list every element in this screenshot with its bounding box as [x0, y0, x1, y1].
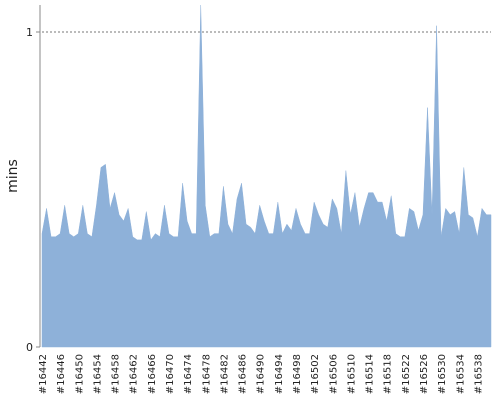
x-tick-label: #16526: [419, 354, 430, 394]
plot-area: [41, 4, 492, 348]
y-tick-label-1: 1: [26, 26, 33, 39]
series-area: [41, 4, 492, 348]
x-tick-label: #16502: [310, 354, 321, 394]
x-tick-label: #16442: [38, 354, 49, 394]
x-tick-label: #16506: [328, 354, 339, 394]
x-tick-label: #16462: [129, 354, 140, 394]
x-tick-label: #16486: [238, 354, 249, 394]
x-tick-label: #16538: [473, 354, 484, 394]
x-tick-label: #16510: [346, 354, 357, 394]
x-tick-label: #16518: [383, 354, 394, 394]
x-tick-label: #16446: [56, 354, 67, 394]
x-axis-ticks: #16442 #16446 #16450 #16454 #16458 #16462 #164…: [38, 354, 484, 394]
x-tick-label: #16450: [74, 354, 85, 394]
x-tick-label: #16454: [92, 354, 103, 394]
x-tick-label: #16490: [256, 354, 267, 394]
x-tick-label: #16530: [437, 354, 448, 394]
x-tick-label: #16470: [165, 354, 176, 394]
x-tick-label: #16466: [147, 354, 158, 394]
y-axis-title: mins: [5, 159, 21, 193]
x-tick-label: #16478: [201, 354, 212, 394]
x-tick-label: #16514: [365, 354, 376, 394]
x-tick-label: #16458: [111, 354, 122, 394]
y-tick-label-0: 0: [26, 341, 33, 354]
x-tick-label: #16534: [455, 354, 466, 394]
x-tick-label: #16498: [292, 354, 303, 394]
x-tick-label: #16522: [401, 354, 412, 394]
x-tick-label: #16474: [183, 354, 194, 394]
x-tick-label: #16494: [274, 354, 285, 394]
x-tick-label: #16482: [219, 354, 230, 394]
